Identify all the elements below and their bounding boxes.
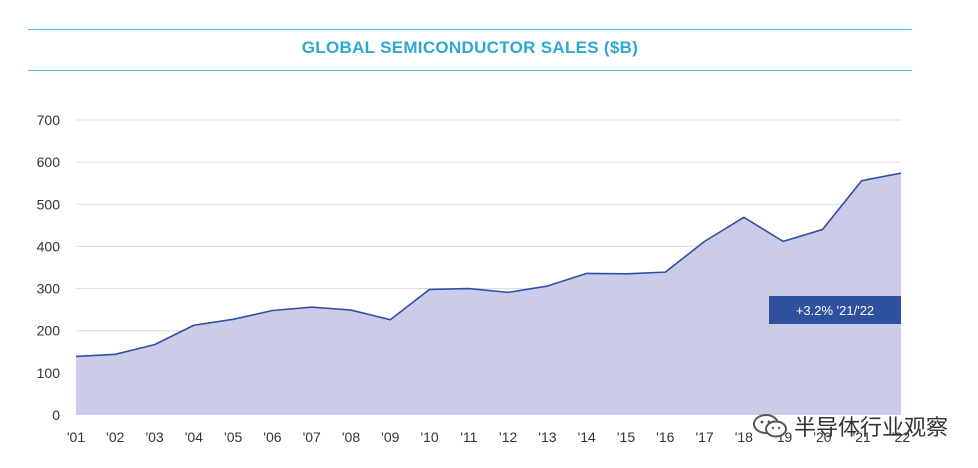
y-tick-label: 200 [37, 323, 61, 339]
x-tick-label: '18 [735, 429, 753, 445]
sales-area [76, 173, 901, 415]
annotation-box [769, 296, 901, 324]
x-tick-label: '07 [303, 429, 321, 445]
x-tick-label: '06 [263, 429, 281, 445]
watermark: 半导体行业观察 [752, 410, 948, 442]
x-tick-label: '17 [695, 429, 713, 445]
x-tick-label: '01 [67, 429, 85, 445]
watermark-text: 半导体行业观察 [793, 416, 948, 441]
y-tick-label: 400 [37, 238, 61, 254]
x-axis-ticks: '01 '02 '03 '04 '05 '06 '07 '08 '09 '10 '11 '12 '13 '… [67, 429, 910, 445]
growth-annotation: +3.2% '21/'22 [769, 296, 901, 324]
y-axis-ticks: 0 100 200 300 400 500 600 700 [37, 112, 61, 423]
y-tick-label: 600 [37, 154, 61, 170]
x-tick-label: '03 [145, 429, 163, 445]
x-tick-label: '12 [499, 429, 517, 445]
x-tick-label: '10 [420, 429, 438, 445]
annotation-text: +3.2% '21/'22 [796, 303, 874, 318]
x-tick-label: '15 [617, 429, 635, 445]
x-tick-label: '14 [578, 429, 596, 445]
x-tick-label: '05 [224, 429, 242, 445]
wechat-icon [752, 414, 787, 438]
x-tick-label: '04 [185, 429, 203, 445]
sales-line [75, 172, 902, 358]
x-tick-label: '11 [460, 429, 477, 445]
y-tick-label: 700 [37, 112, 61, 128]
bottom-rule [28, 70, 912, 71]
x-tick-label: '02 [106, 429, 124, 445]
y-tick-label: 500 [37, 196, 61, 212]
x-tick-label: '22 [892, 429, 910, 445]
x-tick-label: '13 [538, 429, 556, 445]
y-tick-label: 100 [37, 365, 61, 381]
x-tick-label: '20 [813, 429, 831, 445]
top-rule [28, 29, 912, 30]
x-tick-label: '21 [853, 429, 871, 445]
y-tick-label: 300 [37, 281, 61, 297]
x-tick-label: '08 [342, 429, 360, 445]
y-tick-label: 0 [52, 407, 60, 423]
chart-title: GLOBAL SEMICONDUCTOR SALES ($B) [301, 38, 639, 57]
x-tick-label: '16 [656, 429, 674, 445]
plot-area [75, 172, 902, 415]
x-tick-label: '09 [381, 429, 399, 445]
